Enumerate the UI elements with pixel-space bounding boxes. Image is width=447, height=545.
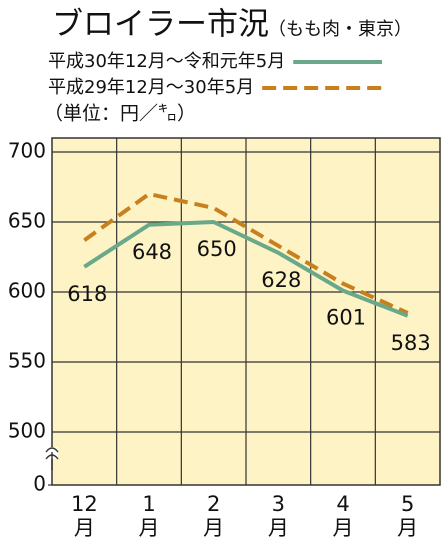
unit-label: （単位：円／㌔）: [44, 103, 196, 125]
x-tick-label: 5月: [397, 492, 419, 540]
chart-subtitle: （もも肉・東京）: [268, 19, 412, 40]
x-tick-label: 1月: [138, 492, 160, 540]
data-label: 650: [197, 237, 237, 261]
y-tick-label: 550: [8, 349, 46, 373]
legend-label: 平成30年12月～令和元年5月: [48, 51, 285, 72]
x-tick-label: 12月: [70, 492, 98, 540]
axis-break: [45, 447, 59, 470]
series-line: [83, 192, 409, 315]
y-tick-label: 500: [8, 419, 46, 443]
series-line: [83, 220, 409, 318]
plot-frame: [51, 137, 441, 486]
x-tick-label: 2月: [203, 492, 225, 540]
x-tick-label: 3月: [267, 492, 289, 540]
data-label: 628: [261, 268, 301, 292]
legend-label: 平成29年12月～30年5月: [48, 77, 254, 98]
data-label: 583: [391, 331, 431, 355]
data-label: 601: [326, 306, 366, 330]
data-label: 618: [67, 282, 107, 306]
x-tick-label: 4月: [332, 492, 354, 540]
data-label: 648: [132, 240, 172, 264]
chart-title: ブロイラー市況: [52, 7, 269, 43]
y-tick-label: 0: [33, 472, 46, 496]
y-tick-label: 600: [8, 279, 46, 303]
y-tick-label: 700: [8, 139, 46, 163]
y-tick-label: 650: [8, 209, 46, 233]
